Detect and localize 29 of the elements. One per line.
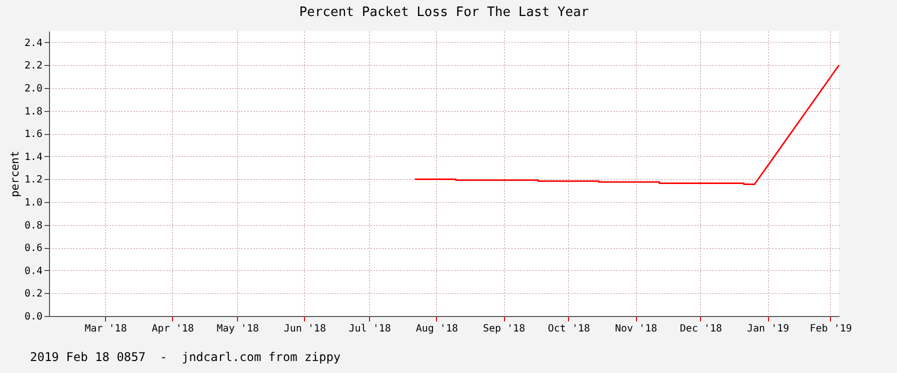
- x-tick-label: Jul '18: [348, 324, 391, 334]
- x-tick-label: Jan '19: [746, 324, 790, 334]
- y-tick-label: 0.2: [24, 288, 42, 300]
- y-tick-label: 1.4: [24, 152, 42, 163]
- y-tick-label: 0.8: [24, 220, 42, 232]
- x-tick-label: Nov '18: [614, 324, 658, 334]
- y-tick-label: 1.8: [24, 106, 42, 118]
- y-tick-label: 2.4: [24, 38, 42, 49]
- line-series: [414, 64, 840, 185]
- y-tick-label: 0.6: [24, 243, 42, 254]
- x-tick-label: Feb '19: [810, 324, 852, 334]
- y-axis-title: percent: [8, 150, 22, 198]
- y-tick-label: 1.2: [24, 174, 42, 186]
- y-tick-label: 1.6: [24, 129, 42, 140]
- x-tick-label: Aug '18: [416, 324, 458, 334]
- y-tick-label: 1.0: [24, 198, 42, 208]
- y-tick-label: 0.0: [24, 312, 42, 322]
- x-tick-label: Mar '18: [84, 324, 127, 334]
- x-tick-label: Apr '18: [152, 324, 194, 334]
- y-tick-label: 2.0: [24, 84, 42, 94]
- x-tick-label: May '18: [216, 324, 259, 334]
- x-tick-label: Sep '18: [482, 324, 526, 334]
- x-tick-label: Oct '18: [548, 324, 590, 334]
- y-tick-label: 0.4: [24, 266, 42, 277]
- x-tick-label: Jun '18: [284, 324, 326, 334]
- chart-title: Percent Packet Loss For The Last Year: [299, 5, 589, 20]
- text: 2019 Feb 18 0857 - jndcarl.com from zippy: [30, 350, 341, 364]
- x-tick-label: Dec '18: [680, 324, 722, 334]
- y-tick-label: 2.2: [24, 60, 42, 72]
